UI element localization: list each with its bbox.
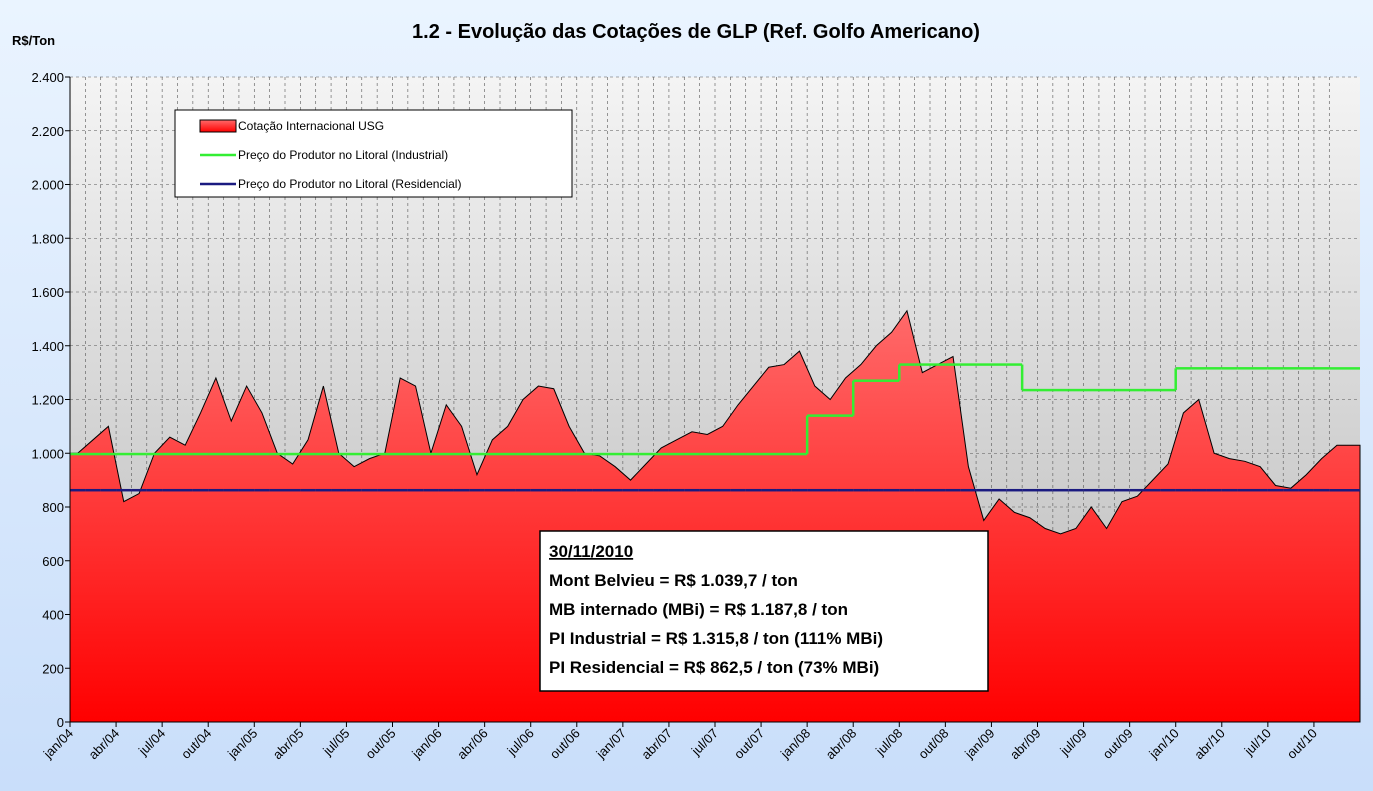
y-tick-label: 600 [42, 554, 64, 569]
y-axis-label: R$/Ton [12, 33, 55, 48]
legend-label: Preço do Produtor no Litoral (Residencia… [238, 177, 461, 191]
annotation-text: PI Residencial = R$ 862,5 / ton (73% MBi… [549, 658, 879, 677]
y-tick-label: 0 [57, 715, 64, 730]
legend-label: Preço do Produtor no Litoral (Industrial… [238, 148, 448, 162]
area [69, 309, 1361, 723]
annotation-text: 30/11/2010 [549, 542, 633, 561]
y-tick-label: 1.800 [31, 231, 64, 246]
annotation-text: MB internado (MBi) = R$ 1.187,8 / ton [549, 600, 848, 619]
annotation: 30/11/2010 Mont Belvieu = R$ 1.039,7 / to… [539, 530, 989, 692]
y-tick-label: 400 [42, 608, 64, 623]
legend-swatch [199, 119, 237, 133]
legend: Cotação Internacional USG Preço do Produt… [174, 109, 573, 198]
annotation-box [539, 530, 989, 692]
legend-box [174, 109, 573, 198]
y-tick-label: 1.000 [31, 446, 64, 461]
marks [69, 309, 1361, 723]
annotation-text: PI Industrial = R$ 1.315,8 / ton (111% M… [549, 629, 883, 648]
annotation-text: Mont Belvieu = R$ 1.039,7 / ton [549, 571, 798, 590]
y-tick-label: 1.400 [31, 339, 64, 354]
y-tick-label: 200 [42, 661, 64, 676]
y-tick-label: 1.200 [31, 393, 64, 408]
y-tick-label: 1.600 [31, 285, 64, 300]
y-tick-label: 2.400 [31, 70, 64, 85]
legend-label: Cotação Internacional USG [238, 119, 384, 133]
y-tick-label: 2.200 [31, 124, 64, 139]
y-tick-label: 800 [42, 500, 64, 515]
chart-title: 1.2 - Evolução das Cotações de GLP (Ref.… [412, 21, 980, 43]
y-tick-label: 2.000 [31, 178, 64, 193]
